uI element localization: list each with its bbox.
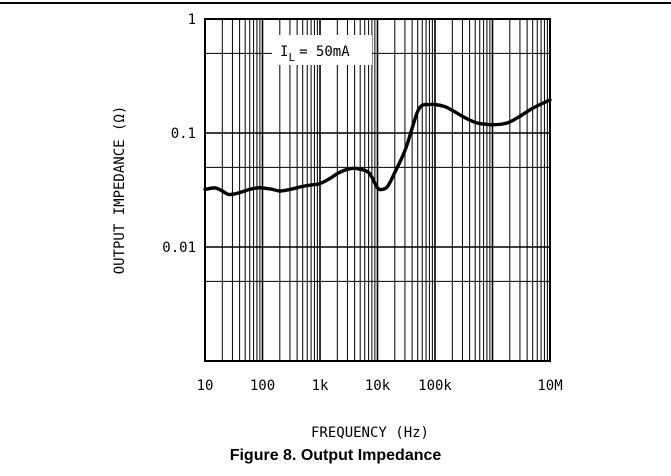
y-tick-label: 0.01 [162, 240, 196, 256]
annotation-subscript: L [288, 51, 295, 64]
y-tick-label: 0.1 [171, 126, 196, 142]
y-tick-label: 1 [188, 12, 196, 28]
annotation-symbol: I [280, 44, 288, 60]
x-axis-label: FREQUENCY (Hz) [311, 425, 429, 441]
annotation-box [272, 35, 372, 65]
x-tick-label: 100 [250, 378, 275, 394]
grid [204, 19, 550, 362]
x-tick-label: 10M [537, 378, 562, 394]
annotation-label: IL = 50mA [280, 44, 350, 64]
y-axis-label: OUTPUT IMPEDANCE (Ω) [112, 106, 128, 275]
x-tick-label: 1k [312, 378, 329, 394]
figure-caption: Figure 8. Output Impedance [229, 447, 442, 464]
x-tick-label: 10k [365, 378, 391, 394]
y-tick-labels: 1 0.1 0.01 [162, 12, 196, 256]
x-tick-label: 100k [418, 378, 452, 394]
impedance-curve [203, 98, 552, 197]
x-tick-labels: 10 100 1k 10k 100k 10M [197, 378, 563, 394]
annotation-text: = 50mA [299, 44, 350, 60]
x-tick-label: 10 [197, 378, 214, 394]
top-rule [0, 2, 671, 4]
